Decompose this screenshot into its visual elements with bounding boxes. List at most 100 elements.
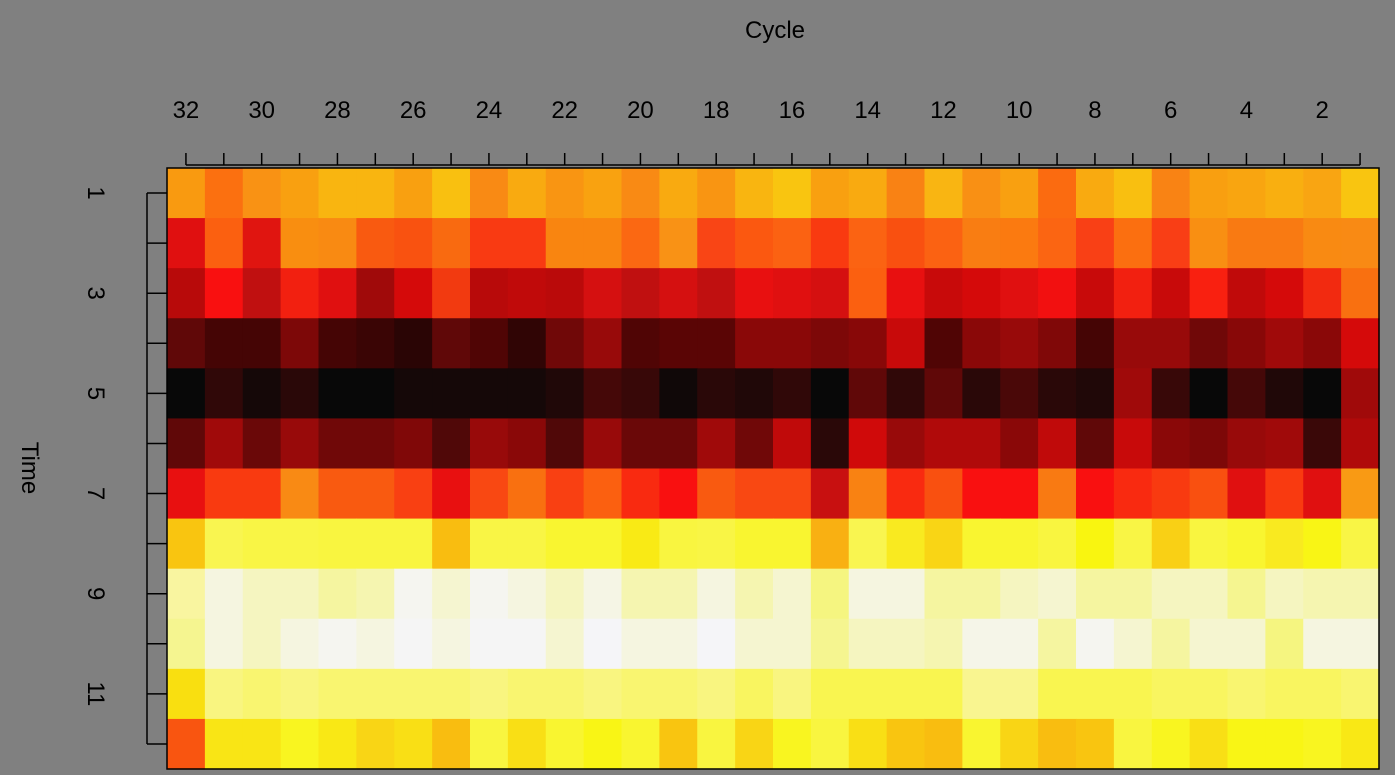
heatmap-cell <box>924 468 963 520</box>
heatmap-cell <box>470 618 509 670</box>
heatmap-cell <box>810 168 850 219</box>
heatmap-cell <box>507 518 547 570</box>
heatmap-cell <box>773 218 812 269</box>
heatmap-cell <box>1076 718 1115 770</box>
heatmap-cell <box>659 418 698 470</box>
heatmap-cell <box>432 218 471 269</box>
heatmap-cell <box>507 318 547 369</box>
heatmap-cell <box>1341 218 1380 269</box>
heatmap-cell <box>697 268 736 319</box>
heatmap-cell <box>1000 718 1039 770</box>
heatmap-cell <box>924 318 963 369</box>
heatmap-cell <box>318 418 357 470</box>
heatmap-cell <box>583 568 623 620</box>
heatmap-cell <box>318 368 357 420</box>
heatmap-cell <box>886 518 926 570</box>
heatmap-cell <box>356 668 395 720</box>
heatmap-cell <box>1151 318 1191 369</box>
heatmap-cell <box>1113 418 1153 470</box>
heatmap-cell <box>545 568 585 620</box>
heatmap-cell <box>204 468 244 520</box>
heatmap-cell <box>1341 468 1380 520</box>
heatmap-cell <box>1303 168 1342 219</box>
heatmap-cell <box>962 418 1001 470</box>
heatmap-cell <box>848 468 888 520</box>
heatmap-cell <box>356 418 395 470</box>
heatmap-cell <box>394 568 433 620</box>
heatmap-cell <box>280 168 320 219</box>
heatmap-cell <box>242 568 282 620</box>
heatmap-cell <box>962 468 1001 520</box>
heatmap-cell <box>621 368 660 420</box>
heatmap-cell <box>1076 218 1115 269</box>
heatmap-cell <box>735 218 774 269</box>
heatmap-cell <box>583 668 623 720</box>
heatmap-cell <box>1189 268 1229 319</box>
heatmap-cell <box>1189 718 1229 770</box>
heatmap-cell <box>1113 168 1153 219</box>
heatmap-cell <box>697 568 736 620</box>
heatmap-cell <box>204 318 244 369</box>
heatmap-cell <box>886 318 926 369</box>
heatmap-cell <box>962 218 1001 269</box>
heatmap-cell <box>773 468 812 520</box>
heatmap-cell <box>167 318 206 369</box>
heatmap-cell <box>773 418 812 470</box>
heatmap-cell <box>697 218 736 269</box>
heatmap-cell <box>1341 518 1380 570</box>
heatmap-cell <box>810 368 850 420</box>
heatmap-cell <box>432 268 471 319</box>
heatmap-cell <box>1227 168 1266 219</box>
heatmap-cell <box>1265 268 1304 319</box>
heatmap-cell <box>962 268 1001 319</box>
heatmap-cell <box>1038 568 1077 620</box>
heatmap-cell <box>1189 468 1229 520</box>
heatmap-cell <box>318 268 357 319</box>
heatmap-cell <box>204 418 244 470</box>
heatmap-cell <box>280 218 320 269</box>
heatmap-cell <box>1303 618 1342 670</box>
heatmap-cell <box>621 568 660 620</box>
heatmap-cell <box>1189 618 1229 670</box>
heatmap-cell <box>470 668 509 720</box>
y-axis-title: Time <box>16 442 43 494</box>
heatmap-cell <box>432 518 471 570</box>
heatmap-cell <box>773 568 812 620</box>
x-axis-title: Cycle <box>745 17 805 44</box>
heatmap-cell <box>1151 718 1191 770</box>
heatmap-cell <box>1113 318 1153 369</box>
heatmap-cell <box>1189 318 1229 369</box>
heatmap-cell <box>167 368 206 420</box>
heatmap-cell <box>1038 518 1077 570</box>
heatmap-cell <box>470 218 509 269</box>
heatmap-cell <box>735 318 774 369</box>
heatmap-cell <box>735 568 774 620</box>
x-tick-label: 18 <box>703 97 730 124</box>
heatmap-cell <box>886 218 926 269</box>
heatmap-cell <box>545 368 585 420</box>
heatmap-cell <box>432 618 471 670</box>
heatmap-cell <box>1227 318 1266 369</box>
heatmap-cell <box>1189 518 1229 570</box>
heatmap-cell <box>1076 268 1115 319</box>
heatmap-cell <box>1227 618 1266 670</box>
heatmap-cell <box>1303 568 1342 620</box>
heatmap-cell <box>507 568 547 620</box>
heatmap-cell <box>394 168 433 219</box>
x-tick-label: 16 <box>779 97 806 124</box>
heatmap-cell <box>735 668 774 720</box>
heatmap-cell <box>432 468 471 520</box>
heatmap-cell <box>470 468 509 520</box>
heatmap-cell <box>280 618 320 670</box>
heatmap-cell <box>848 568 888 620</box>
heatmap-cell <box>167 618 206 670</box>
heatmap-cell <box>242 418 282 470</box>
heatmap-cell <box>507 668 547 720</box>
heatmap-cell <box>810 218 850 269</box>
heatmap-cell <box>470 168 509 219</box>
heatmap-cell <box>1038 668 1077 720</box>
x-tick-label: 14 <box>854 97 881 124</box>
heatmap-cell <box>280 368 320 420</box>
heatmap-cell <box>432 718 471 770</box>
heatmap-cell <box>280 268 320 319</box>
